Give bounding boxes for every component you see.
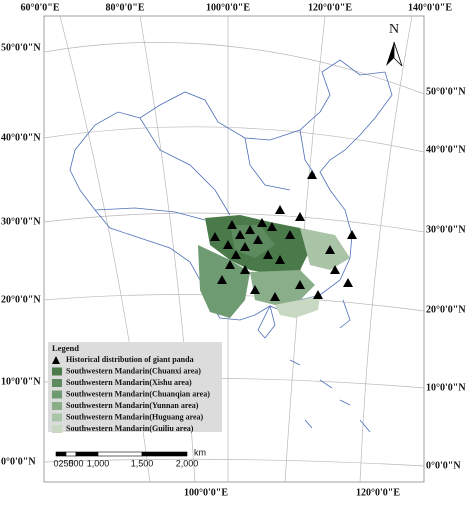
legend-swatch: [52, 413, 62, 422]
legend-box: [48, 342, 222, 432]
scale-segment: [55, 451, 67, 457]
legend-label: Southwestern Mandarin(Xishu area): [66, 378, 192, 387]
scale-label: 500: [68, 458, 83, 468]
legend-label: Southwestern Mandarin(Chuanqian area): [66, 389, 210, 398]
legend-label: Southwestern Mandarin(Chuanxi area): [66, 366, 201, 375]
scale-segment: [141, 451, 188, 457]
legend-swatch: [52, 390, 62, 399]
right-label: 40°0'0"N: [426, 144, 466, 155]
scale-label: 2,000: [176, 458, 199, 468]
right-label: 20°0'0"N: [426, 304, 466, 315]
bottom-label: 100°0'0"E: [184, 487, 228, 498]
legend-swatch: [52, 379, 62, 387]
bottom-label: 120°0'0"E: [356, 487, 400, 498]
legend-items: Historical distribution of giant panda So…: [52, 355, 210, 433]
legend-label: Southwestern Mandarin(Huguang area): [66, 412, 204, 421]
left-label: 10°0'0"N: [1, 376, 41, 387]
top-label: 60°0'0"E: [21, 2, 60, 13]
left-label: 50°0'0"N: [1, 42, 41, 53]
legend: Legend Historical distribution of giant …: [48, 342, 222, 433]
legend-swatch: [52, 425, 62, 433]
scale-segment: [97, 451, 143, 457]
legend-label: Southwestern Mandarin(Guiliu area): [66, 424, 194, 433]
panda-sites: [210, 170, 357, 301]
scale-label: 1,500: [131, 458, 154, 468]
north-arrow: N: [386, 22, 403, 67]
legend-symbol: [52, 356, 60, 364]
right-label: 50°0'0"N: [426, 86, 466, 97]
legend-label: Southwestern Mandarin(Yunnan area): [66, 401, 199, 410]
scale-label: 1,000: [87, 458, 110, 468]
right-label: 10°0'0"N: [426, 382, 466, 393]
map-frame: [43, 15, 425, 483]
top-label: 120°0'0"E: [308, 2, 352, 13]
right-label: 30°0'0"N: [426, 224, 466, 235]
scale-unit: km: [194, 447, 206, 457]
north-label: N: [389, 22, 399, 37]
legend-label: Historical distribution of giant panda: [66, 355, 194, 364]
scale-label: 0: [53, 458, 58, 468]
scale-segment: [65, 451, 77, 457]
top-label: 80°0'0"E: [106, 2, 145, 13]
left-label: 0°0'0"N: [1, 456, 36, 467]
left-label: 40°0'0"N: [1, 132, 41, 143]
left-label: 30°0'0"N: [1, 216, 41, 227]
scale-label: 250: [58, 458, 73, 468]
legend-swatch: [52, 367, 62, 376]
top-label: 140°0'0"E: [408, 2, 452, 13]
country-borders: [69, 59, 393, 433]
top-label: 100°0'0"E: [206, 2, 250, 13]
legend-title: Legend: [52, 343, 79, 353]
right-label: 0°0'0"N: [426, 460, 461, 471]
left-label: 20°0'0"N: [1, 294, 41, 305]
scale-segment: [75, 451, 99, 457]
legend-swatch: [52, 402, 62, 410]
